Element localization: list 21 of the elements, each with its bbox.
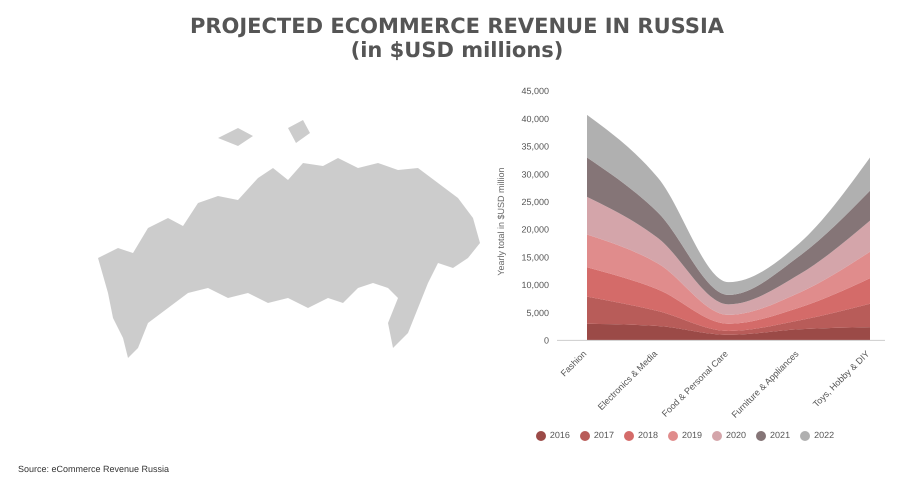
chart-title: PROJECTED ECOMMERCE REVENUE IN RUSSIA [188,14,726,38]
legend-label: 2017 [594,430,614,440]
legend-label: 2020 [726,430,746,440]
y-tick-label: 40,000 [521,114,549,124]
y-tick-label: 45,000 [521,86,549,96]
y-tick-label: 5,000 [526,308,549,318]
y-tick-label: 0 [544,336,549,346]
y-tick-label: 35,000 [521,142,549,152]
legend-label: 2016 [550,430,570,440]
y-tick-label: 20,000 [521,224,549,235]
chart-subtitle: (in $USD millions) [350,38,564,62]
y-tick-label: 15,000 [521,252,549,262]
y-tick-label: 30,000 [521,169,549,180]
y-tick-label: 10,000 [521,280,549,290]
legend-label: 2022 [814,430,834,440]
source-note: Source: eCommerce Revenue Russia [18,464,170,474]
y-axis-title: Yearly total in $USD million [496,167,506,276]
legend-label: 2018 [638,430,658,440]
y-tick-label: 25,000 [521,197,549,208]
legend-label: 2019 [682,430,702,440]
legend-label: 2021 [770,430,790,440]
